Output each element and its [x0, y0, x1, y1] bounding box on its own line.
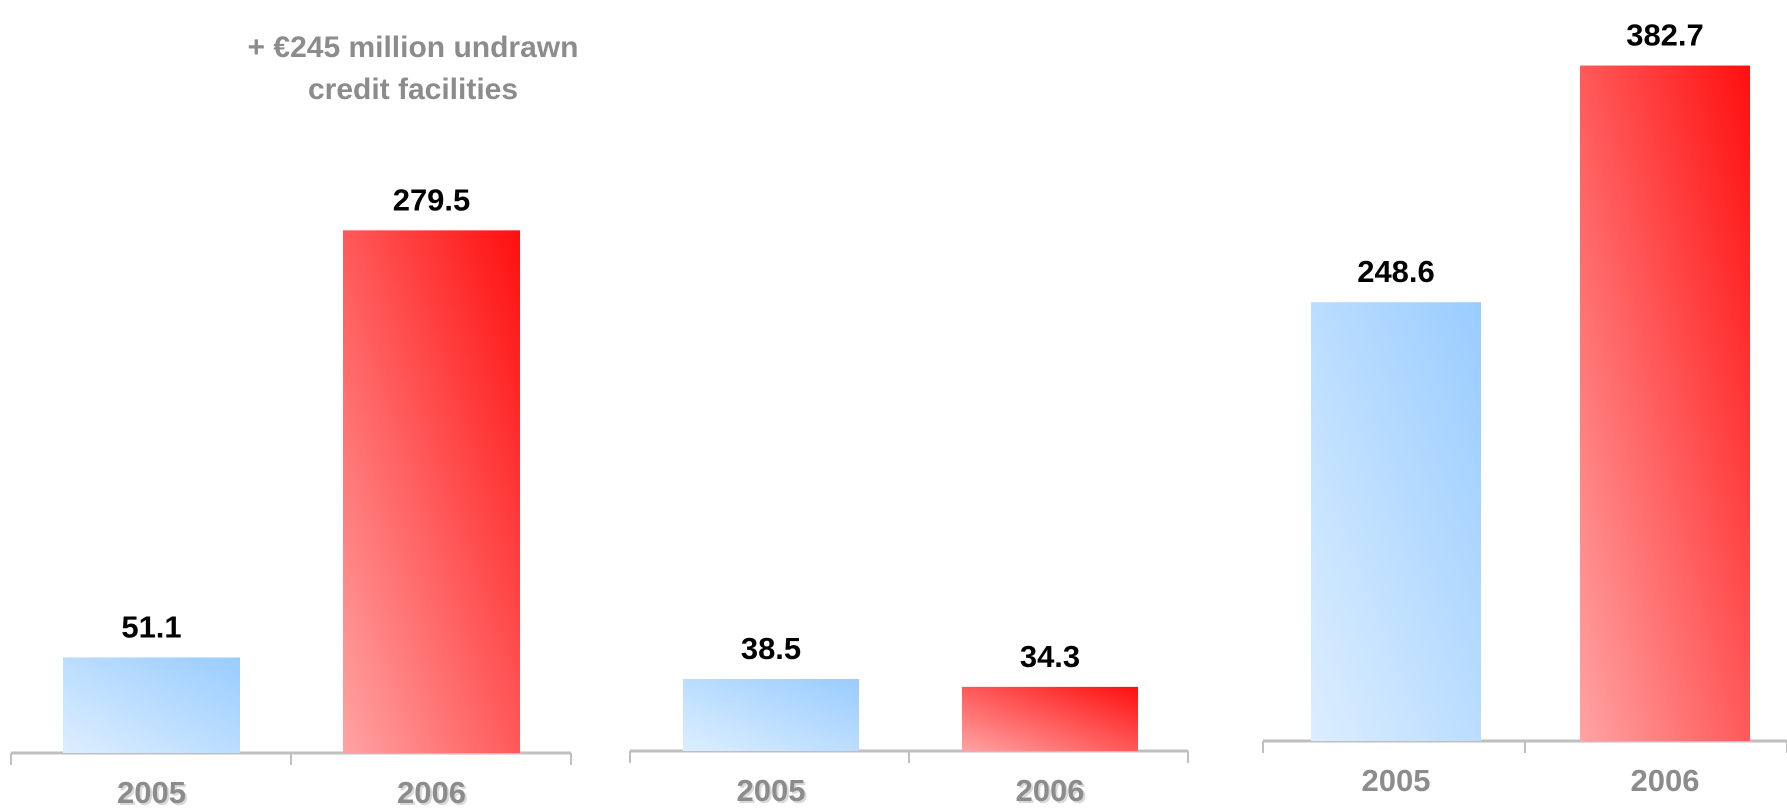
bar-2006: [962, 686, 1138, 751]
value-label-2006: 34.3: [1020, 639, 1080, 674]
value-label-2006: 382.7: [1626, 18, 1704, 53]
value-label-2005: 248.6: [1357, 254, 1435, 289]
bar-2005: [1311, 302, 1481, 741]
tick-label-2005: 2005: [737, 773, 806, 808]
annotation-line-1: + €245 million undrawn: [248, 31, 579, 64]
value-label-2005: 51.1: [121, 609, 181, 644]
tick-label-2006: 2006: [1631, 763, 1700, 798]
tick-label-shadow: 2006: [399, 777, 468, 812]
tick-label-shadow: 2006: [1018, 775, 1087, 810]
value-label-2006: 279.5: [393, 182, 471, 217]
bar-charts-group: 51.120052005279.52006200638.52005200534.…: [10, 18, 1787, 812]
tick-label-2005: 2005: [117, 775, 186, 810]
bar-2005: [63, 657, 240, 753]
annotation-line-2: credit facilities: [308, 73, 518, 106]
bar-2005: [683, 679, 859, 751]
tick-label-shadow: 2005: [119, 777, 188, 812]
tick-label-2006: 2006: [397, 775, 466, 810]
bar-chart-3: 248.6 2005 382.7 2006: [1262, 18, 1787, 798]
bar-2006: [1580, 65, 1750, 742]
bar-2006: [343, 230, 520, 753]
tick-label-2005: 2005: [1362, 763, 1431, 798]
tick-label-2006: 2006: [1016, 773, 1085, 808]
tick-label-shadow: 2005: [739, 775, 808, 810]
value-label-2005: 38.5: [741, 631, 801, 666]
